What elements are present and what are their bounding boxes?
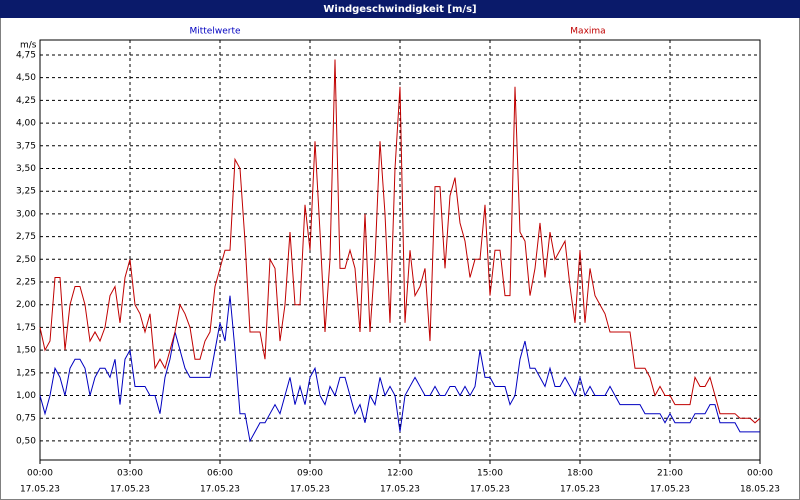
x-tick-date: 18.05.23 <box>740 485 780 495</box>
legend-label: Mittelwerte <box>189 27 240 37</box>
x-tick-label: 09:00 <box>297 469 323 479</box>
y-tick-label: 2,50 <box>16 255 36 265</box>
x-tick-label: 03:00 <box>117 469 143 479</box>
y-tick-label: 4,00 <box>16 119 36 129</box>
y-tick-label: 1,50 <box>16 346 36 356</box>
y-unit-label: m/s <box>20 41 37 51</box>
y-tick-label: 1,25 <box>16 368 36 378</box>
y-tick-label: 4,75 <box>16 50 36 60</box>
x-tick-date: 17.05.23 <box>200 485 240 495</box>
x-tick-date: 17.05.23 <box>470 485 510 495</box>
y-tick-label: 2,00 <box>16 300 36 310</box>
legend-label: Maxima <box>570 27 605 37</box>
y-tick-label: 3,50 <box>16 164 36 174</box>
y-tick-label: 2,75 <box>16 232 36 242</box>
x-tick-date: 17.05.23 <box>110 485 150 495</box>
series-line <box>39 59 761 424</box>
x-tick-date: 17.05.23 <box>20 485 60 495</box>
x-tick-date: 17.05.23 <box>650 485 690 495</box>
series-line <box>39 295 760 443</box>
x-tick-label: 00:00 <box>747 469 773 479</box>
x-tick-label: 21:00 <box>657 469 683 479</box>
x-tick-label: 06:00 <box>207 469 233 479</box>
x-tick-label: 15:00 <box>477 469 503 479</box>
chart-title: Windgeschwindigkeit [m/s] <box>323 4 476 15</box>
y-tick-label: 3,25 <box>16 187 36 197</box>
y-tick-label: 0,50 <box>16 436 36 446</box>
x-tick-date: 17.05.23 <box>560 485 600 495</box>
title-bar <box>0 0 800 18</box>
y-tick-label: 3,00 <box>16 209 36 219</box>
x-tick-date: 17.05.23 <box>290 485 330 495</box>
y-tick-label: 3,75 <box>16 141 36 151</box>
y-tick-label: 4,25 <box>16 96 36 106</box>
x-tick-label: 12:00 <box>387 469 413 479</box>
y-tick-label: 1,75 <box>16 323 36 333</box>
y-tick-label: 0,75 <box>16 414 36 424</box>
y-tick-label: 4,50 <box>16 73 36 83</box>
y-tick-label: 2,25 <box>16 278 36 288</box>
x-tick-label: 18:00 <box>567 469 593 479</box>
x-tick-date: 17.05.23 <box>380 485 420 495</box>
y-tick-label: 1,00 <box>16 391 36 401</box>
x-tick-label: 00:00 <box>27 469 53 479</box>
